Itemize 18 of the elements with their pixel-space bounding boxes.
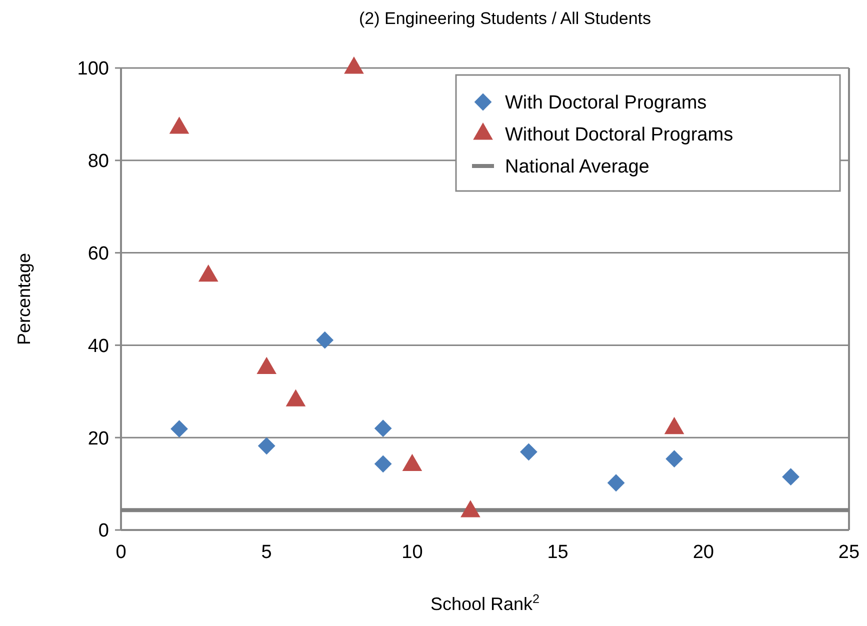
legend-label: National Average: [505, 156, 650, 178]
x-tick-label: 5: [261, 542, 272, 563]
x-tick-label: 25: [838, 542, 860, 563]
y-tick-label: 40: [88, 336, 109, 357]
y-tick-label: 100: [77, 58, 109, 80]
x-tick-label: 15: [547, 542, 568, 563]
x-axis-title: School Rank$^{2}$: [430, 592, 540, 614]
y-tick-label: 60: [88, 243, 109, 264]
y-tick-label: 80: [88, 151, 109, 172]
legend-label: With Doctoral Programs: [505, 92, 707, 114]
x-tick-label: 0: [116, 542, 126, 563]
legend-label: Without Doctoral Programs: [505, 124, 734, 146]
chart-title: (2) Engineering Students / All Students: [358, 9, 652, 28]
x-tick-label: 20: [692, 542, 714, 563]
y-tick-label: 20: [88, 428, 109, 450]
y-axis-title: Percentage: [14, 252, 34, 346]
y-tick-label: 0: [98, 520, 109, 542]
x-tick-label: 10: [402, 542, 423, 563]
